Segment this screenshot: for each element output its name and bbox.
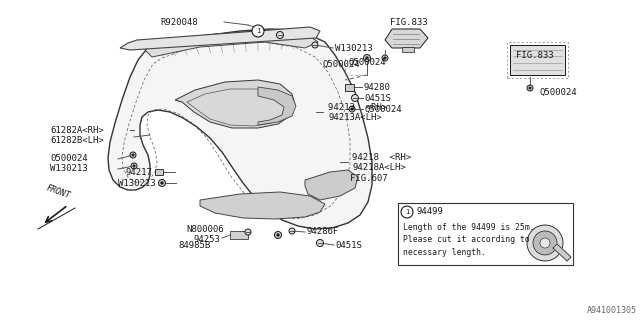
Text: FIG.607: FIG.607: [350, 173, 388, 182]
Circle shape: [133, 165, 135, 167]
Circle shape: [312, 42, 318, 48]
Polygon shape: [385, 29, 428, 48]
Circle shape: [527, 225, 563, 261]
Circle shape: [382, 55, 388, 61]
Circle shape: [161, 182, 163, 184]
Polygon shape: [145, 30, 318, 57]
Text: FIG.833: FIG.833: [390, 18, 428, 27]
Polygon shape: [200, 192, 325, 219]
Text: 0500024: 0500024: [50, 154, 88, 163]
Circle shape: [159, 180, 166, 187]
Circle shape: [132, 154, 134, 156]
Circle shape: [289, 228, 295, 234]
Text: 94218  <RH>: 94218 <RH>: [352, 153, 411, 162]
Polygon shape: [120, 27, 320, 50]
Circle shape: [131, 163, 137, 169]
Text: 0451S: 0451S: [335, 241, 362, 250]
Bar: [507, 42, 568, 78]
Circle shape: [351, 108, 353, 110]
Text: 61282A<RH>: 61282A<RH>: [50, 125, 104, 134]
Polygon shape: [553, 244, 571, 261]
Polygon shape: [108, 29, 372, 229]
Bar: [155, 169, 163, 175]
Polygon shape: [175, 80, 295, 128]
Text: 0451S: 0451S: [364, 93, 391, 102]
Circle shape: [365, 57, 369, 60]
Text: R920048: R920048: [160, 18, 198, 27]
Text: W130213: W130213: [118, 179, 156, 188]
Bar: [510, 45, 565, 75]
Circle shape: [527, 85, 533, 91]
Text: 94499: 94499: [416, 207, 443, 217]
Text: 61282B<LH>: 61282B<LH>: [50, 135, 104, 145]
Text: Q500024: Q500024: [348, 58, 386, 67]
Circle shape: [276, 31, 284, 38]
Circle shape: [252, 25, 264, 37]
Text: 84985B: 84985B: [178, 242, 211, 251]
Circle shape: [540, 238, 550, 248]
Polygon shape: [258, 87, 296, 125]
Text: 94280: 94280: [363, 83, 390, 92]
Bar: [230, 231, 248, 239]
Circle shape: [384, 57, 386, 59]
Text: Q500024: Q500024: [540, 87, 578, 97]
Text: A941001305: A941001305: [587, 306, 637, 315]
Text: W130213: W130213: [50, 164, 88, 172]
Text: N800006: N800006: [186, 226, 223, 235]
Circle shape: [349, 106, 355, 112]
Text: FIG.833: FIG.833: [516, 51, 554, 60]
Circle shape: [529, 87, 531, 89]
Text: Q500024: Q500024: [364, 105, 402, 114]
Text: 94218A<LH>: 94218A<LH>: [352, 163, 406, 172]
Circle shape: [276, 234, 280, 236]
Text: 94217: 94217: [125, 167, 152, 177]
Circle shape: [317, 239, 323, 246]
Polygon shape: [305, 170, 358, 200]
Text: 94213  <RH>: 94213 <RH>: [328, 102, 387, 111]
Bar: [402, 47, 414, 52]
Circle shape: [364, 54, 371, 61]
Circle shape: [245, 229, 251, 235]
Text: 94253: 94253: [193, 236, 220, 244]
Text: W130213: W130213: [335, 44, 372, 52]
Text: Length of the 94499 is 25m.
Please cut it according to
necessary length.: Length of the 94499 is 25m. Please cut i…: [403, 223, 534, 257]
Text: 94213A<LH>: 94213A<LH>: [328, 113, 381, 122]
Circle shape: [275, 231, 282, 238]
Circle shape: [351, 94, 358, 101]
Bar: [398, 203, 573, 265]
Circle shape: [401, 206, 413, 218]
Circle shape: [533, 231, 557, 255]
Text: FRONT: FRONT: [45, 183, 71, 200]
Text: 94286F: 94286F: [306, 228, 339, 236]
Text: 1: 1: [256, 28, 260, 34]
Text: Q500024: Q500024: [322, 60, 360, 68]
Circle shape: [130, 152, 136, 158]
Text: 1: 1: [405, 209, 409, 215]
Bar: [344, 84, 353, 91]
